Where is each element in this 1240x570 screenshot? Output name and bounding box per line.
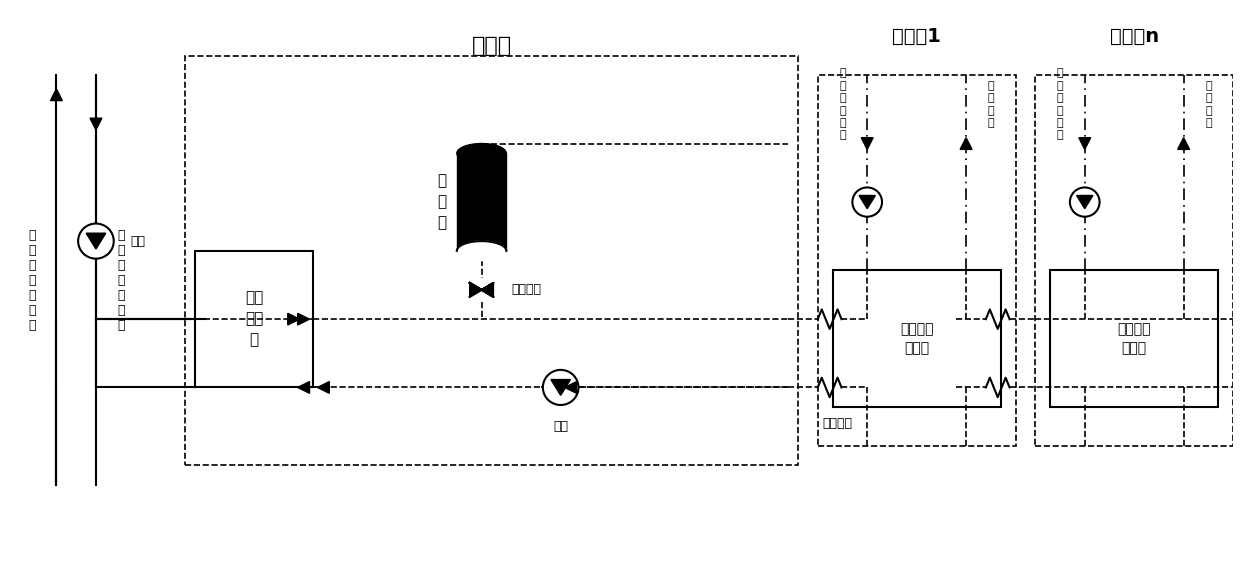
Text: 二
次
供
水: 二 次 供 水 [1205,81,1211,128]
Bar [832,270,1001,407]
Text: 水泵: 水泵 [553,420,568,433]
Polygon shape [86,233,105,249]
Polygon shape [470,283,481,297]
Text: 废
热
或
地
热
回
水: 废 热 或 地 热 回 水 [29,229,36,332]
Polygon shape [1079,138,1091,149]
Bar [817,75,1016,446]
Polygon shape [564,381,577,393]
Bar [1035,75,1233,446]
Polygon shape [51,89,62,101]
Polygon shape [317,381,330,393]
Text: 蓄
热
罐: 蓄 热 罐 [438,174,446,231]
Ellipse shape [456,241,506,260]
Text: 热力站1: 热力站1 [893,27,941,46]
Polygon shape [91,118,102,130]
Circle shape [78,223,114,259]
Text: 一次回水: 一次回水 [822,417,853,430]
Polygon shape [960,138,972,149]
Text: 压缩式换
热机组: 压缩式换 热机组 [1117,322,1151,356]
Polygon shape [481,283,494,297]
Bar [195,251,314,388]
Text: 废
热
或
地
热
供
水: 废 热 或 地 热 供 水 [117,229,124,332]
Bar [1050,270,1218,407]
Text: 水水
换热
器: 水水 换热 器 [246,291,263,348]
Text: 二
次
回
水
水
泵: 二 次 回 水 水 泵 [839,68,846,141]
Polygon shape [298,314,310,325]
Polygon shape [298,381,310,393]
Polygon shape [859,196,875,209]
Text: 二
次
回
水
水
泵: 二 次 回 水 水 泵 [1056,68,1064,141]
Polygon shape [551,380,570,396]
Text: 二
次
供
水: 二 次 供 水 [987,81,994,128]
Text: 水泵: 水泵 [130,235,145,247]
Polygon shape [1076,196,1092,209]
Text: 压缩式换
热机组: 压缩式换 热机组 [900,322,934,356]
Polygon shape [1178,138,1189,149]
Text: 热力站n: 热力站n [1110,27,1158,46]
Circle shape [852,188,882,217]
Ellipse shape [456,144,506,163]
Text: 热源站: 热源站 [471,36,512,56]
Bar [185,56,799,466]
Polygon shape [288,314,300,325]
Text: 一次供水: 一次供水 [511,283,541,296]
Bar [456,153,506,251]
Circle shape [1070,188,1100,217]
Circle shape [543,370,579,405]
Polygon shape [862,138,873,149]
